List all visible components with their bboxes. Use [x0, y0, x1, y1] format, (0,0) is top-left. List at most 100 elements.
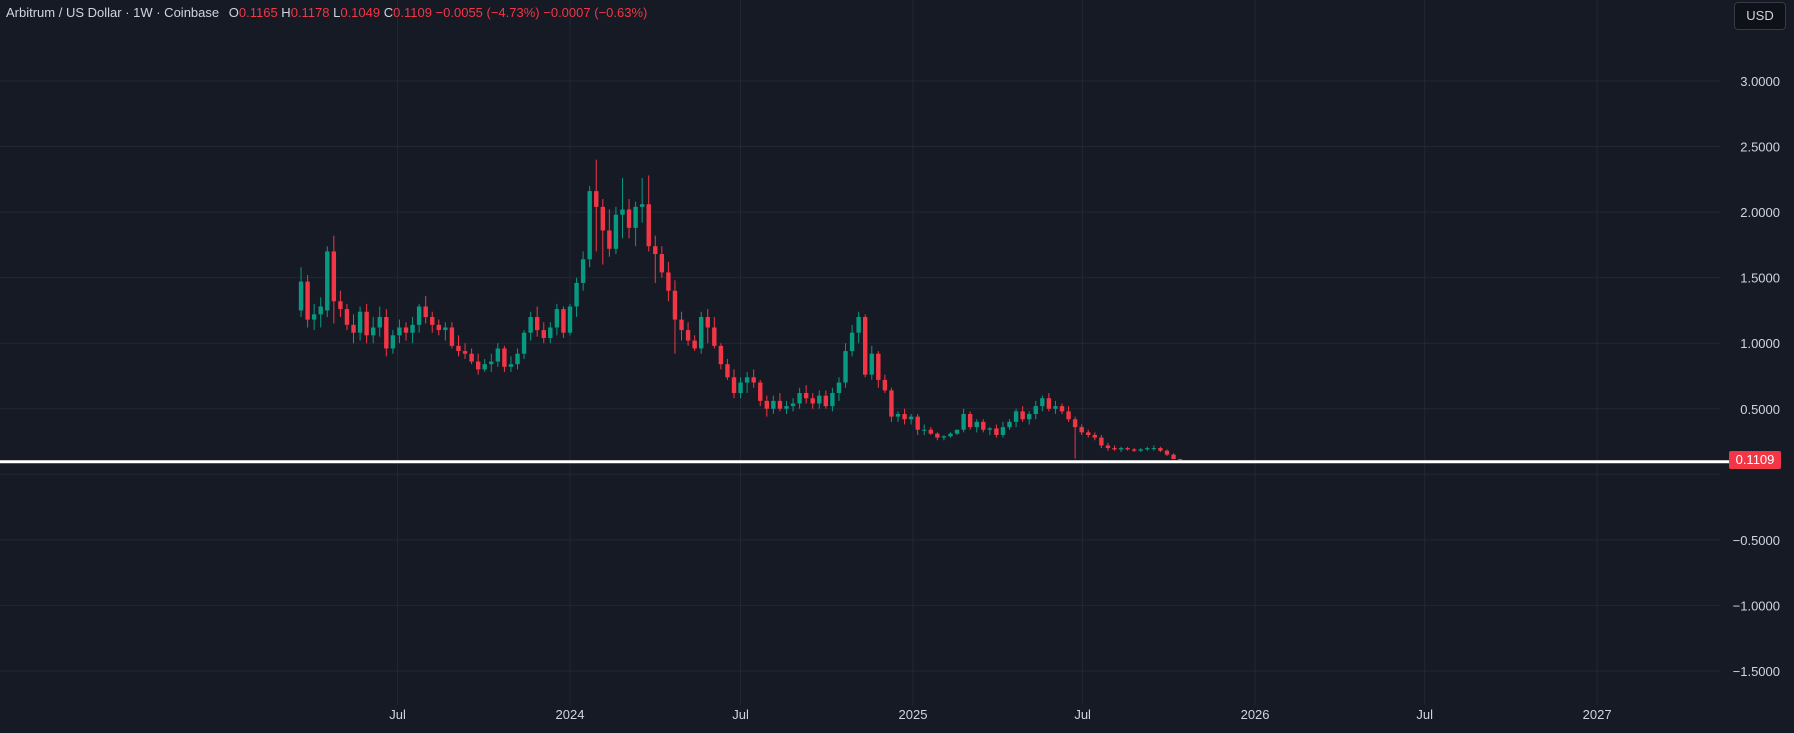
y-tick-label: −1.5000 — [1733, 664, 1780, 679]
candle — [1105, 442, 1111, 451]
candle — [377, 306, 382, 337]
candle-body — [1118, 448, 1124, 450]
candle-body — [981, 421, 986, 430]
candle — [475, 353, 481, 375]
candle-body — [469, 353, 474, 362]
currency-button[interactable]: USD — [1734, 2, 1786, 30]
candle-body — [344, 309, 350, 325]
candle — [659, 246, 665, 278]
y-tick-label: 3.0000 — [1740, 74, 1780, 89]
candle-body — [659, 254, 665, 273]
candle-body — [797, 393, 802, 404]
candle — [325, 246, 330, 317]
candle — [344, 303, 350, 331]
candle-body — [298, 281, 304, 311]
candle-body — [882, 379, 888, 391]
candle — [810, 393, 815, 409]
candle — [987, 427, 993, 435]
candle — [594, 159, 599, 252]
candle — [1079, 424, 1084, 435]
candle — [469, 348, 474, 365]
candle — [357, 306, 363, 341]
candle-body — [1013, 411, 1019, 422]
candle-body — [849, 332, 855, 352]
candle — [403, 322, 409, 341]
x-tick-label: Jul — [1416, 707, 1433, 722]
candle-body — [902, 413, 907, 420]
time-axis[interactable]: Jul 2024 Jul 2025 Jul 2026 Jul 2027 — [389, 707, 1611, 722]
candle-body — [666, 272, 671, 291]
candle-body — [876, 353, 881, 380]
candle — [574, 277, 579, 317]
x-tick-label: Jul — [389, 707, 406, 722]
candle — [876, 351, 881, 388]
candle — [410, 316, 415, 344]
price-axis[interactable]: 3.0000 2.5000 2.0000 1.5000 1.0000 0.5000 −0.5… — [1733, 74, 1780, 679]
candle-body — [416, 306, 422, 325]
candle-body — [561, 309, 566, 333]
candle — [981, 419, 986, 433]
candle-body — [869, 353, 874, 375]
candle — [430, 311, 435, 333]
candle — [856, 311, 861, 344]
candle — [790, 398, 796, 412]
candle-body — [1145, 448, 1150, 450]
candle — [1059, 403, 1065, 414]
candle — [1099, 434, 1104, 449]
candle-body — [587, 191, 592, 260]
candle-body — [482, 364, 487, 370]
candle-body — [620, 209, 625, 215]
x-tick-label: 2025 — [899, 707, 928, 722]
candle-body — [397, 327, 402, 336]
candle-body — [1125, 448, 1130, 450]
candle-body — [1059, 406, 1065, 412]
candle-body — [823, 395, 829, 407]
candle — [1092, 432, 1098, 441]
candle-body — [305, 281, 310, 320]
candle-body — [600, 206, 606, 231]
candle — [318, 297, 323, 328]
candle — [338, 290, 343, 317]
candle-body — [1099, 437, 1104, 446]
candle-body — [738, 382, 743, 394]
low-label: L — [333, 5, 341, 20]
candle-body — [495, 348, 501, 362]
last-price-badge: 0.1109 — [1729, 451, 1781, 469]
open-value: 0.1165 — [238, 5, 278, 20]
candle — [679, 311, 684, 341]
candle-body — [810, 398, 815, 404]
candle-body — [436, 324, 441, 331]
symbol-title[interactable]: Arbitrum / US Dollar · 1W · Coinbase — [6, 5, 220, 20]
candle-body — [567, 306, 573, 333]
candle — [948, 432, 953, 438]
candle-body — [534, 316, 540, 331]
candle — [423, 296, 428, 324]
candle-body — [1027, 413, 1032, 420]
candle-body — [889, 390, 894, 417]
candle-body — [607, 230, 612, 249]
candle — [758, 379, 763, 407]
candle-body — [1151, 448, 1157, 450]
candle — [1164, 449, 1170, 456]
candle — [351, 314, 356, 344]
candle-body — [803, 393, 809, 399]
candle — [902, 408, 907, 425]
candle-body — [594, 191, 599, 207]
candle-body — [1072, 419, 1078, 428]
candle-body — [423, 306, 428, 317]
candle-body — [1105, 445, 1111, 449]
candle — [941, 434, 947, 441]
candle — [961, 408, 966, 433]
candle-body — [1079, 427, 1084, 433]
low-value: 0.1049 — [340, 5, 381, 20]
candle — [823, 390, 829, 409]
candle — [895, 411, 901, 422]
candle — [863, 314, 868, 378]
candle-body — [843, 351, 848, 383]
candle — [443, 322, 448, 341]
x-tick-label: 2026 — [1241, 707, 1270, 722]
candle-body — [626, 209, 632, 228]
candle-body — [935, 433, 940, 438]
candle-body — [338, 301, 343, 310]
